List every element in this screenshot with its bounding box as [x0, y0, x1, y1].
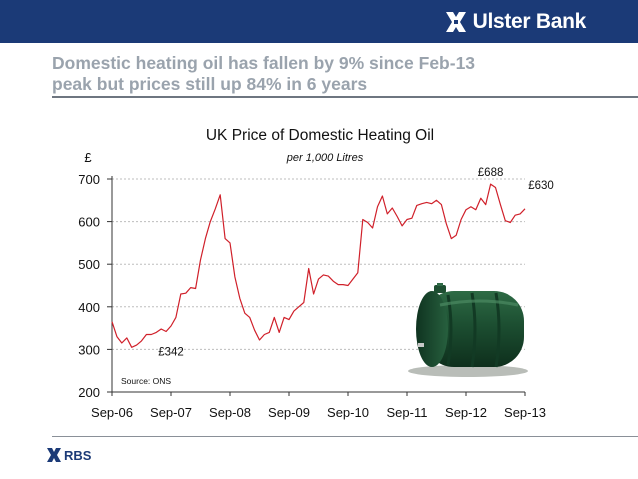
y-axis-label: £ — [84, 150, 92, 165]
oil-tank-picture — [408, 283, 528, 377]
footer-divider — [52, 436, 638, 437]
headline-line-2: peak but prices still up 84% in 6 years — [52, 74, 368, 94]
x-tick-label: Sep-09 — [268, 405, 310, 420]
x-tick-label: Sep-08 — [209, 405, 251, 420]
tick-labels: 200 300 400 500 600 700 £ Sep-06 Sep-07 Sep-08 Sep… — [78, 150, 546, 420]
rbs-logo-icon — [47, 448, 61, 462]
brand-name: Ulster Bank — [472, 10, 587, 33]
headline-divider — [52, 96, 638, 98]
header-bar: Ulster Bank — [0, 0, 638, 43]
x-tick-label: Sep-11 — [387, 405, 428, 420]
y-tick-label: 600 — [78, 215, 100, 230]
price-series-line — [111, 183, 526, 348]
x-tick-label: Sep-10 — [327, 405, 369, 420]
y-tick-label: 200 — [78, 385, 100, 400]
ulster-bank-logo-icon — [445, 12, 466, 32]
y-tick-label: 700 — [78, 172, 100, 187]
data-label: £630 — [528, 180, 554, 192]
headline: Domestic heating oil has fallen by 9% si… — [52, 53, 612, 95]
y-tick-label: 500 — [78, 257, 100, 272]
x-tick-label: Sep-07 — [150, 405, 192, 420]
data-label: £688 — [478, 167, 504, 179]
data-label: £342 — [158, 347, 184, 359]
chart-title: UK Price of Domestic Heating Oil — [205, 127, 435, 144]
y-tick-label: 400 — [78, 300, 100, 315]
x-tick-label: Sep-12 — [445, 405, 487, 420]
chart-subtitle: per 1,000 Litres — [286, 152, 364, 164]
x-tick-label: Sep-06 — [91, 405, 133, 420]
rbs-logo: RBS — [47, 447, 91, 463]
ulster-bank-logo: Ulster Bank — [445, 8, 586, 36]
axes — [107, 176, 526, 396]
footer-brand: RBS — [64, 447, 92, 463]
headline-line-1: Domestic heating oil has fallen by 9% si… — [52, 53, 476, 73]
source-note: Source: ONS — [121, 376, 171, 386]
series-layer — [111, 183, 526, 348]
x-tick-label: Sep-13 — [504, 405, 546, 420]
annotations-layer: £342 £688 £630 Source: ONS — [121, 167, 554, 386]
y-tick-label: 300 — [78, 342, 100, 357]
